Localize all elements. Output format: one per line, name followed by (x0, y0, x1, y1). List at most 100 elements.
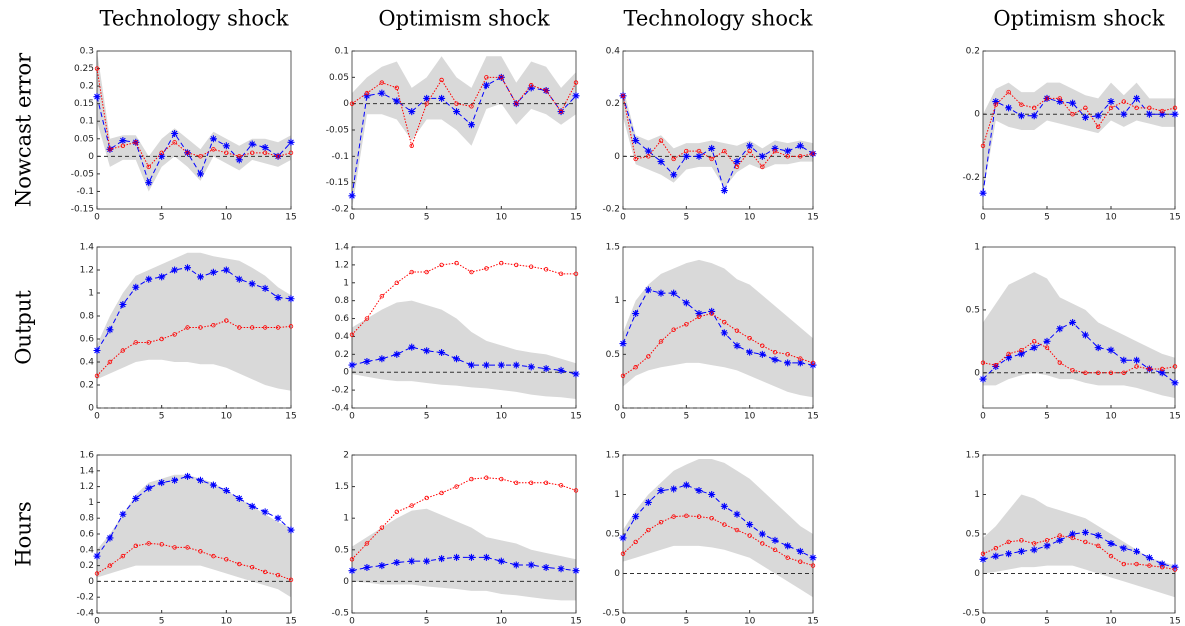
marker (810, 563, 816, 568)
marker (1120, 544, 1128, 552)
marker (747, 533, 752, 538)
y-tick-label: 0.1 (80, 117, 94, 127)
marker (261, 144, 269, 152)
y-tick-label: 0.5 (606, 350, 620, 360)
marker (980, 551, 986, 556)
marker (1147, 563, 1152, 568)
y-tick-label: -0.2 (76, 593, 94, 603)
marker (1171, 110, 1179, 118)
marker (1120, 110, 1128, 118)
marker (119, 137, 127, 145)
marker (146, 340, 151, 345)
confidence-band (97, 474, 291, 598)
y-tick-label: -0.5 (331, 609, 349, 619)
marker (438, 349, 446, 357)
marker (722, 319, 727, 325)
subplot: -0.500.511.50 5 10 15 (602, 451, 818, 626)
y-tick-label: 1.5 (966, 451, 980, 461)
marker (1031, 339, 1037, 344)
y-tick-label: 1.2 (80, 266, 94, 276)
marker (760, 343, 765, 348)
marker (758, 350, 766, 358)
marker (249, 150, 255, 156)
marker (684, 148, 689, 154)
series-line (982, 321, 1176, 384)
marker (133, 543, 138, 549)
marker (107, 359, 113, 365)
marker (542, 563, 550, 571)
marker (758, 530, 766, 538)
y-tick-label: -0.1 (331, 152, 349, 162)
marker (482, 361, 490, 369)
marker (734, 328, 740, 333)
y-tick-label: 0 (343, 577, 349, 587)
marker (514, 480, 519, 486)
y-tick-label: 0.4 (80, 545, 95, 555)
x-tick-label: 15 (1169, 412, 1180, 422)
marker (248, 280, 256, 288)
y-tick-label: 0.2 (335, 350, 349, 360)
y-tick-label: 0 (614, 569, 620, 579)
marker (222, 142, 230, 150)
marker (1044, 538, 1050, 543)
subplot: Hours -0.4 -0.2 0 0.2 0.4 0.6 0.8 1 1.2 1.4 1.6 0 5 10… (12, 451, 297, 626)
marker (798, 356, 803, 361)
marker (348, 192, 356, 200)
marker (671, 327, 676, 332)
marker (248, 502, 256, 510)
marker (573, 271, 579, 277)
marker (107, 147, 113, 152)
marker (1056, 325, 1064, 333)
confidence-band (352, 300, 576, 400)
marker (172, 140, 177, 145)
marker (235, 275, 243, 283)
x-tick-label: 0 (980, 213, 986, 223)
marker (992, 98, 1000, 106)
marker (810, 360, 816, 366)
y-tick-label: 0 (614, 404, 620, 414)
marker (658, 138, 664, 143)
x-tick-label: 15 (285, 617, 296, 626)
marker (198, 549, 203, 554)
marker (512, 100, 520, 108)
marker (720, 329, 728, 337)
marker (1057, 533, 1062, 538)
marker (1134, 561, 1139, 567)
y-tick-label: 1.5 (606, 243, 620, 253)
marker (93, 552, 101, 560)
marker (453, 553, 461, 561)
marker (1172, 567, 1178, 572)
marker (261, 508, 269, 516)
marker (453, 108, 461, 116)
marker (94, 571, 100, 576)
x-tick-label: 15 (570, 213, 581, 223)
marker (784, 147, 792, 155)
marker (467, 121, 475, 129)
marker (644, 147, 652, 155)
axes-box (982, 50, 1176, 210)
y-tick-label: 0.5 (335, 545, 349, 555)
marker (542, 365, 550, 373)
marker (439, 490, 444, 496)
y-tick-label: 0.2 (80, 82, 94, 92)
series-line (622, 313, 814, 377)
confidence-band (97, 252, 291, 391)
marker (408, 557, 416, 565)
series-line (96, 96, 292, 185)
marker (275, 154, 281, 159)
marker (145, 484, 153, 492)
marker (172, 545, 177, 550)
marker (132, 283, 140, 291)
marker (196, 476, 204, 484)
marker (1158, 110, 1166, 118)
y-axis-label: Nowcast error (12, 52, 36, 207)
marker (979, 555, 987, 563)
marker (439, 262, 444, 268)
series-line (96, 267, 292, 351)
marker (364, 90, 370, 96)
marker (1172, 364, 1178, 369)
marker (620, 373, 626, 378)
marker (454, 101, 459, 106)
y-tick-label: 0 (974, 569, 980, 579)
marker (671, 514, 676, 519)
